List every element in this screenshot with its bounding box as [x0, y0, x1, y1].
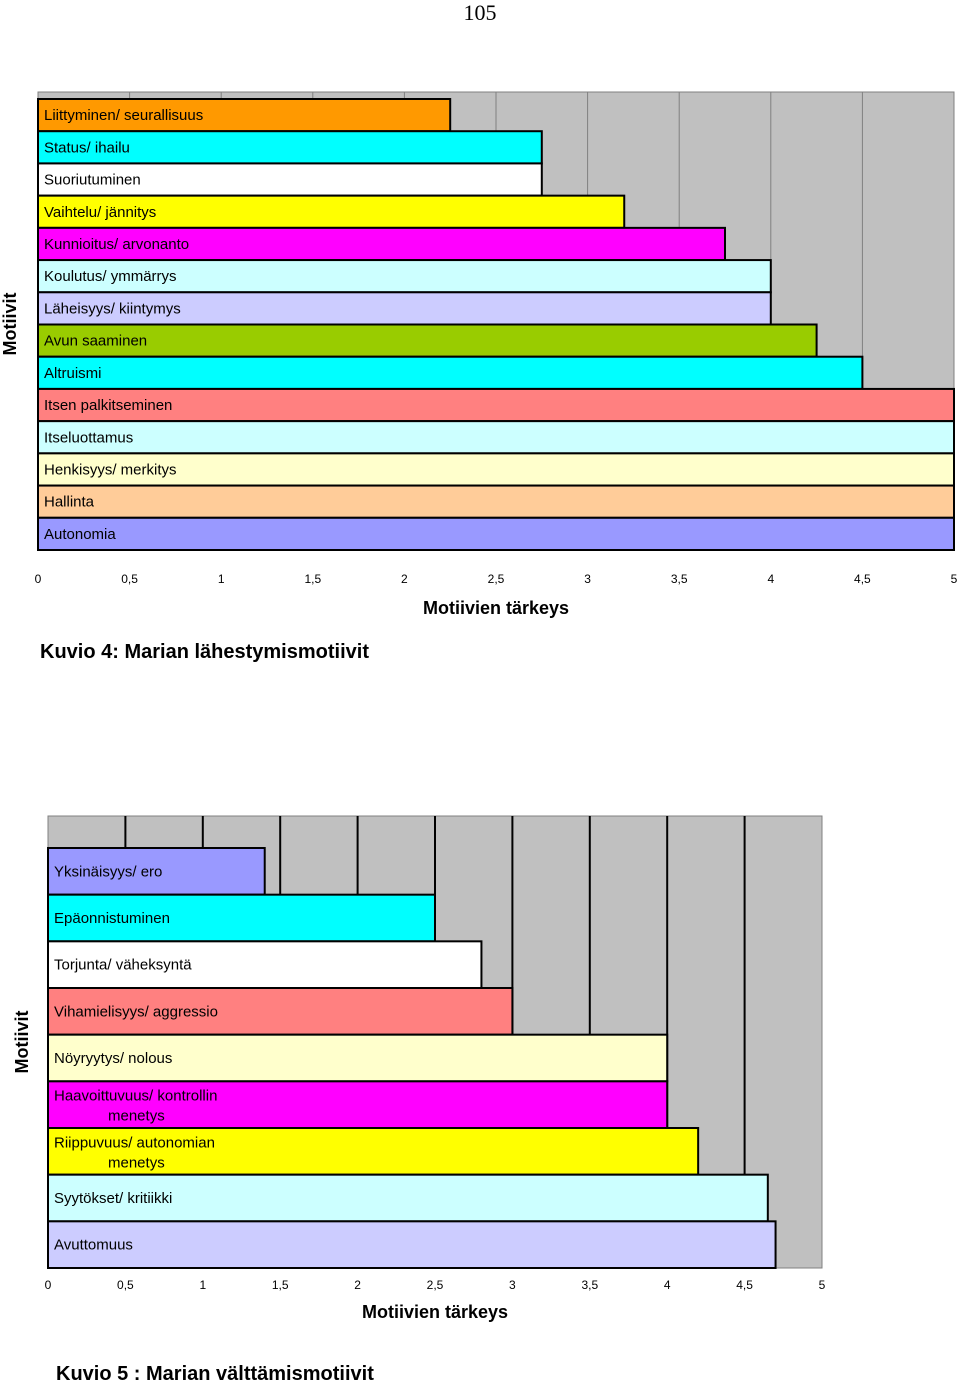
- x-tick-label: 0: [45, 1278, 52, 1292]
- bar-label-line: Riippuvuus/ autonomian: [54, 1134, 215, 1151]
- bar: [47, 1173, 769, 1223]
- bar-label: Koulutus/ ymmärrys: [44, 268, 177, 285]
- chart-approach-motives: Liittyminen/ seurallisuus Status/ ihailu S…: [0, 91, 958, 663]
- bar-label: Torjunta/ väheksyntä: [54, 957, 192, 974]
- bar-label: Riippuvuus/ autonomian menetys: [54, 1134, 215, 1171]
- x-tick-label: 1: [199, 1278, 206, 1292]
- bar: [37, 194, 626, 229]
- figure-caption: Kuvio 4: Marian lähestymismotiivit: [40, 641, 369, 663]
- bar-label: Läheisyys/ kiintymys: [44, 300, 181, 317]
- bar-label: Syytökset/ kritiikki: [54, 1190, 172, 1207]
- y-axis-title: Motiivit: [0, 293, 20, 356]
- figure-caption: Kuvio 5 : Marian välttämismotiivit: [56, 1363, 374, 1383]
- x-tick-label: 4: [664, 1278, 671, 1292]
- bar-label-line: menetys: [108, 1108, 165, 1125]
- bar-label: Status/ ihailu: [44, 139, 130, 156]
- y-axis-title: Motiivit: [12, 1011, 32, 1074]
- x-tick-label: 3,5: [671, 572, 688, 586]
- bar: [47, 847, 266, 896]
- bar: [37, 323, 818, 358]
- bar: [37, 355, 864, 390]
- bar-label: Nöyryytys/ nolous: [54, 1050, 172, 1067]
- x-tick-label: 0: [35, 572, 42, 586]
- x-tick-label: 4: [767, 572, 774, 586]
- x-tick-label: 2,5: [427, 1278, 444, 1292]
- bar: [37, 130, 543, 165]
- x-tick-label: 2: [401, 572, 408, 586]
- x-tick-label: 5: [819, 1278, 826, 1292]
- bar-label: Avun saaminen: [44, 333, 147, 350]
- bar: [37, 516, 955, 551]
- bar-label: Vaihtelu/ jännitys: [44, 204, 156, 221]
- x-tick-label: 1,5: [272, 1278, 289, 1292]
- bar: [37, 162, 543, 197]
- bar-label: Suoriutuminen: [44, 172, 141, 189]
- bar-label: Hallinta: [44, 494, 95, 511]
- x-tick-label: 3: [584, 572, 591, 586]
- bar-label: Epäonnistuminen: [54, 910, 170, 927]
- bar: [37, 98, 452, 133]
- bar-label: Vihamielisyys/ aggressio: [54, 1003, 218, 1020]
- bar-label: Itseluottamus: [44, 429, 133, 446]
- bar: [37, 291, 772, 326]
- bar-label-line: Haavoittuvuus/ kontrollin: [54, 1088, 217, 1105]
- x-tick-label: 0,5: [121, 572, 138, 586]
- x-axis-title: Motiivien tärkeys: [423, 598, 569, 618]
- x-tick-label: 5: [951, 572, 958, 586]
- bar-label: Haavoittuvuus/ kontrollin menetys: [54, 1088, 217, 1125]
- x-tick-label: 1,5: [304, 572, 321, 586]
- x-tick-label: 1: [218, 572, 225, 586]
- bar-label: Avuttomuus: [54, 1237, 133, 1254]
- bar: [37, 420, 955, 455]
- bar-label: Yksinäisyys/ ero: [54, 863, 162, 880]
- bar: [47, 1220, 777, 1270]
- x-tick-label: 3,5: [581, 1278, 598, 1292]
- bar: [47, 1033, 669, 1083]
- x-tick-label: 4,5: [854, 572, 871, 586]
- x-tick-label: 2,5: [488, 572, 505, 586]
- bar-label: Itsen palkitseminen: [44, 397, 172, 414]
- x-tick-label: 0,5: [117, 1278, 134, 1292]
- bar: [37, 484, 955, 519]
- bar-label: Liittyminen/ seurallisuus: [44, 107, 203, 124]
- bar-label: Henkisyys/ merkitys: [44, 461, 177, 478]
- bar-label: Autonomia: [44, 526, 116, 543]
- bar-label: Altruismi: [44, 365, 102, 382]
- page-number: 105: [463, 0, 497, 25]
- x-tick-label: 4,5: [736, 1278, 753, 1292]
- bar: [47, 1127, 700, 1176]
- x-tick-label: 3: [509, 1278, 516, 1292]
- x-tick-label: 2: [354, 1278, 361, 1292]
- bar-label-line: menetys: [108, 1154, 165, 1171]
- bar-label: Kunnioitus/ arvonanto: [44, 236, 189, 253]
- x-axis-title: Motiivien tärkeys: [362, 1302, 508, 1322]
- bar: [47, 1080, 669, 1130]
- bar: [37, 452, 955, 487]
